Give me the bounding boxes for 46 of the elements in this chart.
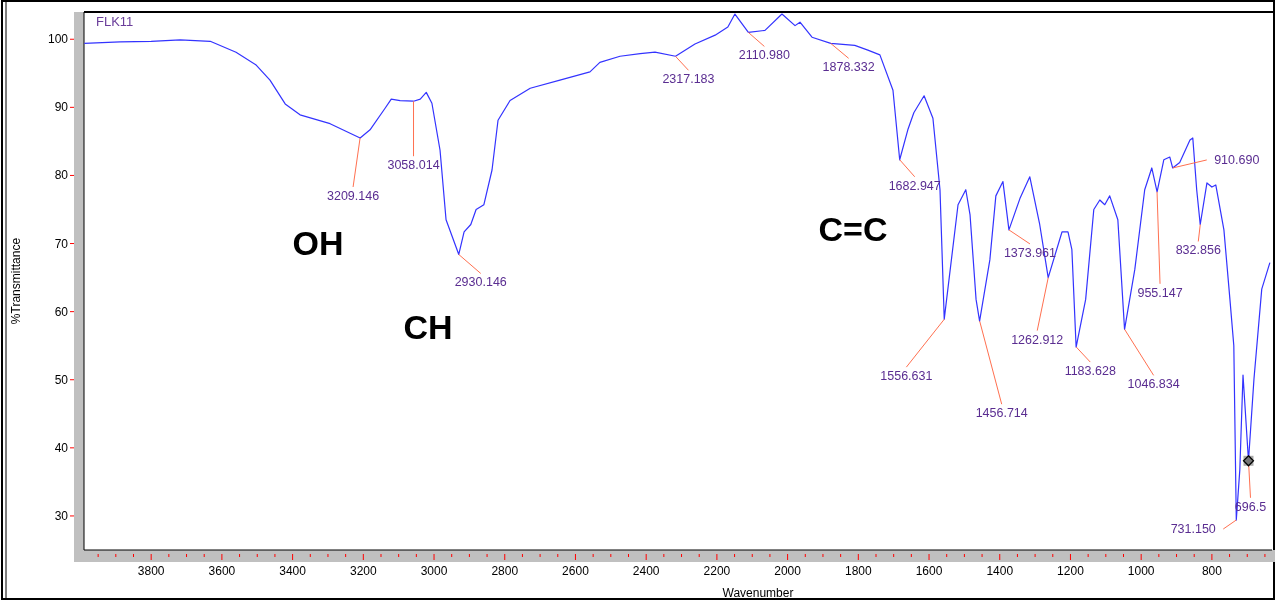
x-axis-title: Wavenumber <box>722 586 794 600</box>
y-tick-label: 90 <box>54 100 69 115</box>
annotation: 1183.628 <box>1064 364 1116 379</box>
annotation: 1456.714 <box>975 406 1028 421</box>
x-tick-label: 1000 <box>1127 564 1155 578</box>
x-tick-label: 3000 <box>420 564 448 578</box>
x-tick-label: 800 <box>1201 564 1223 578</box>
y-tick-label: 70 <box>54 236 69 251</box>
y-tick-label: 40 <box>54 440 69 455</box>
annotation: CH <box>403 308 453 346</box>
x-tick-label: 2800 <box>491 564 519 578</box>
annotation: 731.150 <box>1170 522 1216 537</box>
x-tick-label: 3200 <box>349 564 377 578</box>
annotation: 832.856 <box>1175 243 1221 258</box>
annotation: 1556.631 <box>880 369 933 384</box>
x-tick-label: 3600 <box>208 564 236 578</box>
chart-title: FLK11 <box>96 14 134 29</box>
x-tick-label: 3400 <box>279 564 307 578</box>
annotation: 3209.146 <box>327 188 380 203</box>
annotation: 2317.183 <box>662 72 715 87</box>
annotation: C=C <box>818 210 888 248</box>
y-tick-label: 30 <box>54 508 69 523</box>
y-axis-title: %Transmittance <box>9 237 23 325</box>
annotation: 1878.332 <box>822 60 875 75</box>
line-series <box>83 13 1271 521</box>
annotation: OH <box>292 224 344 262</box>
annotation: 955.147 <box>1137 285 1183 300</box>
x-tick-label: 1400 <box>986 564 1014 578</box>
x-tick-label: 1600 <box>915 564 943 578</box>
y-tick-label: 50 <box>54 372 69 387</box>
annotation: 1262.912 <box>1011 332 1064 347</box>
annotation: 3058.014 <box>387 158 440 173</box>
x-tick-label: 1800 <box>844 564 872 578</box>
y-tick-label: 60 <box>54 304 69 319</box>
annotation: 1046.834 <box>1127 377 1180 392</box>
x-tick-label: 2200 <box>703 564 731 578</box>
annotation: 2110.980 <box>738 48 791 63</box>
x-tick-label: 2400 <box>632 564 660 578</box>
y-tick-label: 100 <box>47 32 69 47</box>
x-tick-label: 2000 <box>774 564 802 578</box>
x-tick-label: 2600 <box>562 564 590 578</box>
annotation: 910.690 <box>1214 152 1260 167</box>
y-tick-label: 80 <box>54 168 69 183</box>
annotation: 2930.146 <box>454 275 507 290</box>
x-tick-label: 3800 <box>137 564 165 578</box>
x-tick-label: 1200 <box>1057 564 1085 578</box>
